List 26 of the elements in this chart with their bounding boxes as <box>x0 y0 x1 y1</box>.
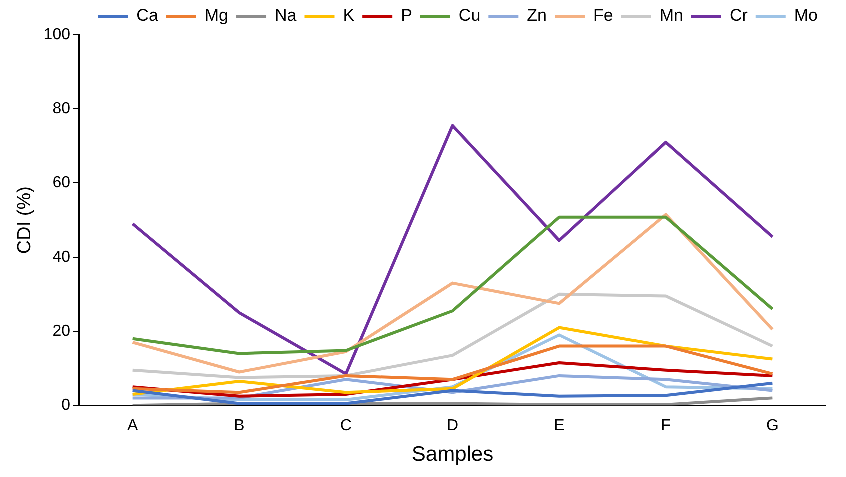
y-tick-label: 100 <box>44 26 71 44</box>
x-tick-label: E <box>554 418 565 435</box>
y-tick-label: 80 <box>52 100 71 118</box>
y-tick-label: 40 <box>52 248 71 266</box>
x-tick-label: B <box>234 418 245 435</box>
legend-label: Mo <box>794 6 818 26</box>
legend-label: Cu <box>458 6 481 26</box>
legend-label: Zn <box>527 6 547 26</box>
x-tick-label: G <box>766 418 779 435</box>
x-axis-title: Samples <box>412 443 494 466</box>
y-tick-label: 20 <box>52 322 71 340</box>
legend-label: Ca <box>136 6 159 26</box>
y-tick-label: 0 <box>62 397 71 414</box>
legend-label: Cr <box>730 6 748 26</box>
legend-label: K <box>343 6 356 26</box>
x-tick-label: D <box>446 418 459 435</box>
legend-label: Mn <box>660 6 684 26</box>
legend-label: P <box>401 6 412 26</box>
legend-label: Fe <box>593 6 614 26</box>
y-tick-label: 60 <box>52 174 71 192</box>
legend-label: Mg <box>204 6 229 26</box>
x-tick-label: F <box>661 418 672 435</box>
y-axis-title: CDI (%) <box>14 186 36 254</box>
legend-label: Na <box>275 6 298 26</box>
x-tick-label: C <box>340 418 352 435</box>
x-tick-label: A <box>127 418 138 435</box>
